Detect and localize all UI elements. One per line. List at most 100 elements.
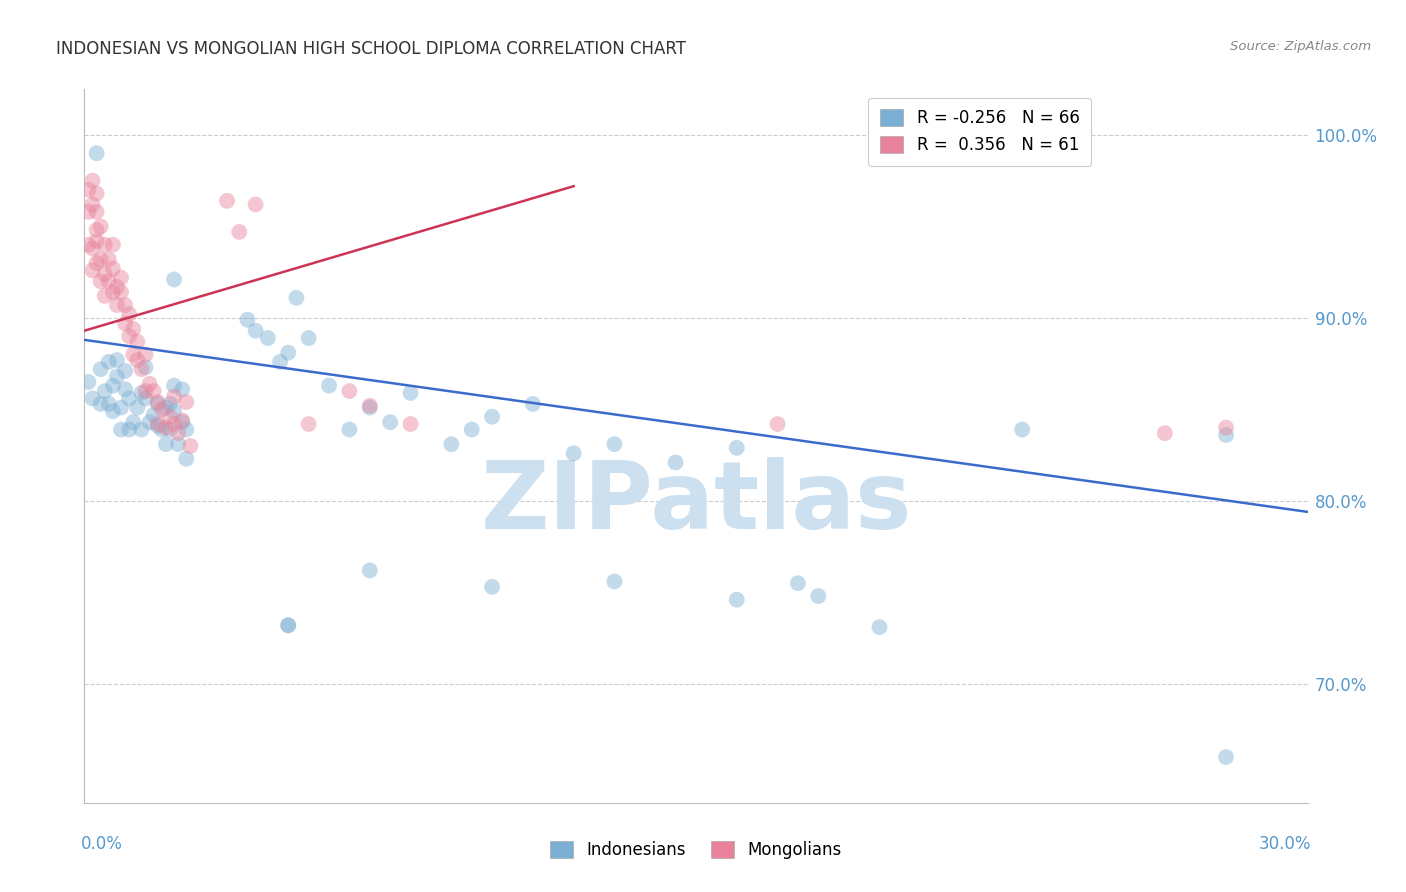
Point: [159, 423, 181, 437]
Text: Source: ZipAtlas.com: Source: ZipAtlas.com: [1230, 40, 1371, 54]
Point: [90, 219, 112, 234]
Text: 30.0%: 30.0%: [1258, 835, 1312, 853]
Point: [97, 397, 120, 411]
Point: [146, 417, 169, 431]
Point: [90, 397, 112, 411]
Point: [138, 415, 160, 429]
Point: [86, 223, 108, 237]
Point: [522, 397, 544, 411]
Point: [110, 401, 132, 415]
Point: [1011, 423, 1033, 437]
Point: [77, 237, 100, 252]
Text: INDONESIAN VS MONGOLIAN HIGH SCHOOL DIPLOMA CORRELATION CHART: INDONESIAN VS MONGOLIAN HIGH SCHOOL DIPL…: [56, 40, 686, 58]
Point: [150, 402, 173, 417]
Point: [359, 399, 381, 413]
Point: [172, 382, 194, 396]
Point: [285, 291, 308, 305]
Point: [167, 437, 190, 451]
Point: [159, 397, 181, 411]
Point: [665, 455, 688, 469]
Point: [176, 423, 198, 437]
Point: [93, 289, 117, 303]
Point: [277, 618, 299, 632]
Point: [440, 437, 463, 451]
Point: [155, 401, 177, 415]
Point: [1154, 426, 1177, 441]
Point: [228, 225, 250, 239]
Point: [481, 409, 503, 424]
Point: [179, 439, 201, 453]
Point: [114, 382, 136, 396]
Point: [97, 252, 120, 267]
Point: [562, 446, 585, 460]
Point: [146, 418, 169, 433]
Point: [90, 274, 112, 288]
Text: 0.0%: 0.0%: [80, 835, 122, 853]
Point: [127, 353, 149, 368]
Point: [82, 263, 104, 277]
Point: [359, 563, 381, 577]
Point: [359, 401, 381, 415]
Point: [217, 194, 239, 208]
Point: [135, 392, 157, 406]
Point: [118, 307, 141, 321]
Text: ZIPatlas: ZIPatlas: [481, 457, 911, 549]
Point: [86, 234, 108, 248]
Point: [155, 437, 177, 451]
Point: [93, 237, 117, 252]
Point: [269, 355, 291, 369]
Point: [122, 347, 145, 361]
Point: [86, 256, 108, 270]
Point: [135, 360, 157, 375]
Point: [146, 397, 169, 411]
Point: [172, 413, 194, 427]
Point: [146, 395, 169, 409]
Point: [122, 415, 145, 429]
Point: [86, 204, 108, 219]
Point: [135, 384, 157, 398]
Point: [869, 620, 891, 634]
Point: [277, 345, 299, 359]
Point: [82, 241, 104, 255]
Point: [97, 274, 120, 288]
Point: [127, 401, 149, 415]
Point: [167, 426, 190, 441]
Point: [1215, 428, 1237, 442]
Point: [90, 362, 112, 376]
Point: [380, 415, 402, 429]
Point: [339, 423, 361, 437]
Point: [110, 285, 132, 300]
Point: [118, 392, 141, 406]
Point: [787, 576, 810, 591]
Point: [142, 384, 165, 398]
Point: [77, 375, 100, 389]
Point: [159, 409, 181, 424]
Point: [766, 417, 789, 431]
Point: [82, 174, 104, 188]
Point: [131, 423, 153, 437]
Point: [82, 197, 104, 211]
Point: [399, 417, 422, 431]
Point: [131, 362, 153, 376]
Point: [172, 415, 194, 429]
Point: [603, 574, 626, 589]
Point: [105, 353, 128, 368]
Point: [603, 437, 626, 451]
Point: [118, 423, 141, 437]
Point: [176, 451, 198, 466]
Point: [245, 324, 267, 338]
Point: [93, 384, 117, 398]
Point: [114, 298, 136, 312]
Point: [101, 237, 124, 252]
Point: [163, 404, 186, 418]
Point: [105, 369, 128, 384]
Point: [101, 404, 124, 418]
Point: [135, 347, 157, 361]
Point: [77, 183, 100, 197]
Point: [101, 261, 124, 276]
Point: [118, 329, 141, 343]
Point: [77, 204, 100, 219]
Point: [339, 384, 361, 398]
Point: [155, 420, 177, 434]
Point: [110, 423, 132, 437]
